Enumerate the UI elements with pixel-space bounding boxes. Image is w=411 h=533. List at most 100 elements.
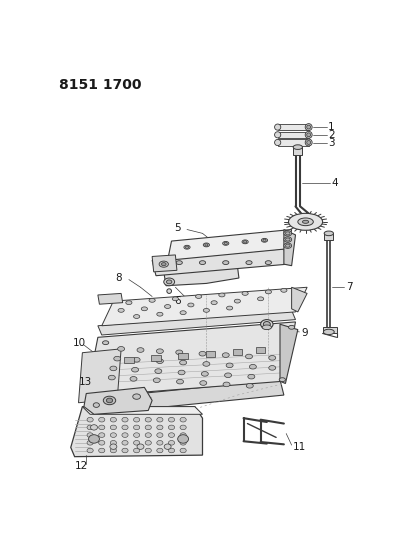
Ellipse shape (269, 366, 276, 370)
Ellipse shape (199, 351, 206, 356)
Ellipse shape (245, 354, 252, 359)
Ellipse shape (275, 140, 281, 146)
Ellipse shape (169, 417, 175, 422)
Text: 11: 11 (293, 442, 307, 451)
Polygon shape (79, 349, 121, 403)
Ellipse shape (157, 349, 163, 353)
Ellipse shape (145, 417, 151, 422)
Ellipse shape (122, 440, 128, 445)
Ellipse shape (242, 292, 248, 295)
Text: 10: 10 (73, 338, 86, 348)
Polygon shape (233, 349, 242, 355)
Ellipse shape (87, 417, 93, 422)
Polygon shape (278, 124, 309, 130)
Ellipse shape (87, 440, 93, 445)
Text: 12: 12 (75, 461, 88, 471)
Ellipse shape (284, 237, 292, 242)
Polygon shape (71, 407, 203, 457)
Ellipse shape (164, 444, 171, 449)
Ellipse shape (172, 297, 178, 301)
Ellipse shape (132, 367, 139, 372)
Polygon shape (278, 140, 309, 146)
Ellipse shape (134, 417, 140, 422)
Ellipse shape (134, 433, 140, 438)
Ellipse shape (285, 244, 290, 247)
Ellipse shape (122, 433, 128, 438)
Ellipse shape (110, 444, 117, 449)
Ellipse shape (167, 289, 171, 294)
Ellipse shape (223, 382, 230, 387)
Polygon shape (292, 287, 307, 312)
Ellipse shape (176, 350, 183, 354)
Ellipse shape (269, 356, 276, 360)
Ellipse shape (87, 448, 93, 453)
Ellipse shape (162, 263, 166, 265)
Ellipse shape (180, 425, 186, 430)
Ellipse shape (223, 241, 229, 245)
Ellipse shape (89, 435, 99, 443)
Polygon shape (86, 379, 284, 414)
Ellipse shape (263, 239, 266, 241)
Ellipse shape (284, 231, 292, 236)
Ellipse shape (178, 435, 189, 443)
Ellipse shape (302, 220, 309, 223)
Ellipse shape (90, 425, 97, 430)
Ellipse shape (185, 246, 189, 248)
Ellipse shape (323, 329, 334, 335)
Ellipse shape (134, 314, 140, 318)
Ellipse shape (293, 145, 302, 149)
Ellipse shape (99, 433, 105, 438)
Ellipse shape (157, 448, 163, 453)
Ellipse shape (226, 306, 233, 310)
Ellipse shape (219, 293, 225, 297)
Ellipse shape (99, 440, 105, 445)
Ellipse shape (177, 379, 184, 384)
Ellipse shape (122, 448, 128, 453)
Ellipse shape (169, 440, 175, 445)
Ellipse shape (211, 301, 217, 304)
Ellipse shape (141, 307, 148, 311)
Ellipse shape (265, 290, 272, 294)
Ellipse shape (289, 213, 323, 230)
Ellipse shape (203, 362, 210, 366)
Ellipse shape (87, 433, 93, 438)
Ellipse shape (275, 124, 281, 130)
Ellipse shape (178, 370, 185, 375)
Ellipse shape (126, 301, 132, 304)
Ellipse shape (284, 243, 292, 248)
Ellipse shape (298, 218, 313, 225)
Polygon shape (98, 310, 296, 335)
Ellipse shape (106, 398, 113, 403)
Ellipse shape (99, 425, 105, 430)
Ellipse shape (265, 261, 272, 264)
Ellipse shape (263, 321, 270, 327)
Ellipse shape (153, 378, 160, 383)
Ellipse shape (110, 417, 116, 422)
Polygon shape (280, 324, 298, 384)
Ellipse shape (157, 433, 163, 438)
Ellipse shape (180, 440, 186, 445)
Ellipse shape (176, 261, 182, 264)
Ellipse shape (157, 440, 163, 445)
Text: 7: 7 (346, 282, 353, 292)
Polygon shape (278, 132, 309, 138)
Ellipse shape (118, 309, 124, 312)
Ellipse shape (145, 433, 151, 438)
Ellipse shape (242, 240, 248, 244)
Ellipse shape (137, 348, 144, 352)
Text: 6: 6 (174, 296, 180, 306)
Ellipse shape (223, 261, 229, 264)
Ellipse shape (169, 448, 175, 453)
Ellipse shape (110, 433, 116, 438)
Ellipse shape (199, 261, 206, 264)
Ellipse shape (134, 425, 140, 430)
Ellipse shape (224, 242, 227, 245)
Ellipse shape (305, 124, 312, 131)
Ellipse shape (169, 433, 175, 438)
Ellipse shape (93, 403, 99, 407)
Ellipse shape (134, 448, 140, 453)
Ellipse shape (324, 231, 333, 236)
Polygon shape (151, 355, 161, 361)
Text: 8: 8 (115, 273, 122, 283)
Ellipse shape (180, 417, 186, 422)
